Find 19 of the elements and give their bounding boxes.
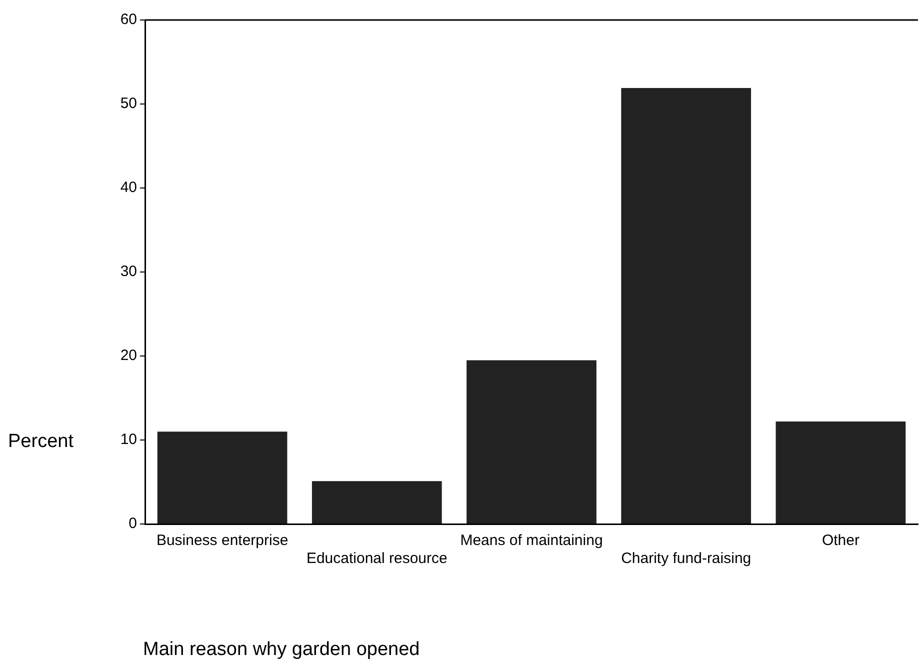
x-axis-title: Main reason why garden opened [143,639,420,660]
bar [776,422,906,524]
bar [466,360,596,524]
y-axis-title: Percent [8,431,74,452]
y-tick-label: 60 [120,11,137,28]
x-tick-label: Educational resource [306,550,448,568]
y-tick-label: 0 [128,515,137,532]
bar [157,432,288,524]
y-tick-label: 50 [120,95,137,112]
y-tick-label: 40 [120,179,137,196]
y-tick-label: 30 [120,263,137,280]
y-tick-label: 20 [120,347,137,364]
x-tick-label: Business enterprise [156,532,288,550]
x-tick-label: Means of maintaining [460,532,603,550]
x-tick-label: Other [822,532,860,550]
bar [621,88,752,524]
x-tick-label: Charity fund-raising [621,550,752,568]
bar [312,481,442,524]
y-tick-label: 10 [120,431,137,448]
